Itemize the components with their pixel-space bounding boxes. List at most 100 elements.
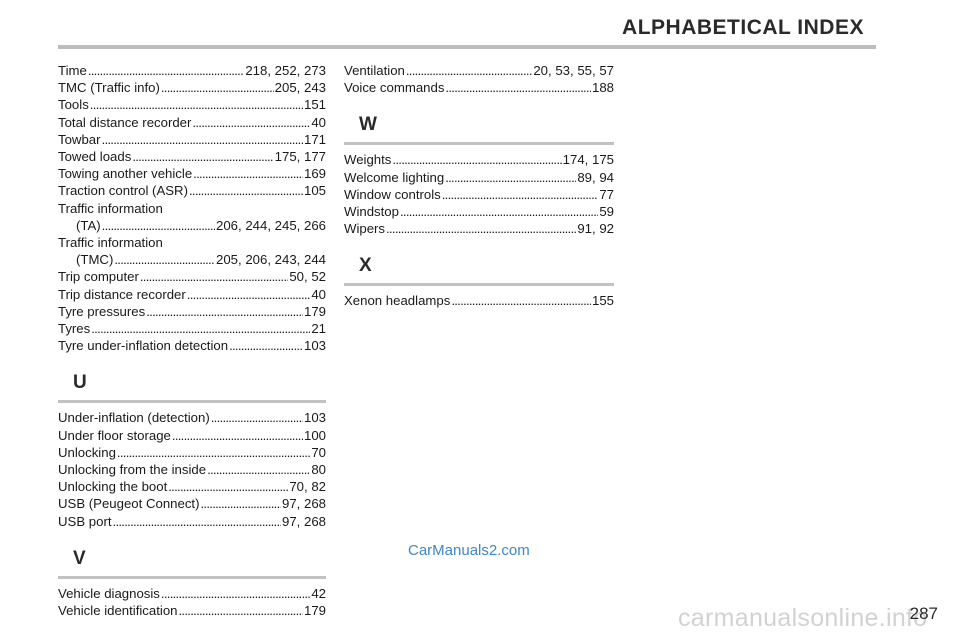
entry-pages: 179: [303, 303, 326, 319]
entry-term: Tyres: [58, 321, 91, 337]
entry-term: Voice commands: [344, 80, 445, 96]
entry-term: Traffic information: [58, 235, 163, 251]
right-column: Ventilation 20, 53, 55, 57 Voice commands…: [344, 62, 614, 310]
leader-dots: [189, 182, 303, 199]
index-entry: Welcome lighting 89, 94: [344, 169, 614, 186]
entry-pages: 77: [599, 186, 614, 202]
entry-pages: 40: [311, 114, 326, 130]
entry-term: TMC (Traffic info): [58, 80, 160, 96]
entry-term: Unlocking: [58, 444, 116, 460]
entry-pages: 50, 52: [289, 269, 326, 285]
index-entry: Ventilation 20, 53, 55, 57: [344, 62, 614, 79]
section-divider: [58, 400, 326, 404]
index-entry: Xenon headlamps 155: [344, 292, 614, 309]
entry-pages: 70: [311, 444, 326, 460]
entry-pages: 21: [311, 321, 326, 337]
leader-dots: [386, 220, 576, 237]
entry-subterm: (TMC): [76, 252, 114, 268]
leader-dots: [102, 131, 303, 148]
leader-dots: [146, 303, 303, 320]
leader-dots: [161, 79, 274, 96]
entry-pages: 206, 244, 245, 266: [216, 217, 326, 233]
entry-term: Traction control (ASR): [58, 183, 188, 199]
index-entry: Under-inflation (detection) 103: [58, 409, 326, 426]
entry-term: Tyre under-inflation detection: [58, 338, 229, 354]
index-entry-traffic-ta: Traffic information (TA) 206, 244, 245, 2…: [58, 200, 326, 234]
section-divider: [344, 142, 614, 146]
leader-dots: [211, 409, 303, 426]
entry-term: Weights: [344, 152, 392, 168]
entry-term: Vehicle diagnosis: [58, 585, 160, 601]
entry-term: Traffic information: [58, 200, 163, 216]
leader-dots: [200, 495, 281, 512]
index-entry: Tyre under-inflation detection 103: [58, 337, 326, 354]
page-number: 287: [909, 604, 938, 623]
leader-dots: [113, 513, 281, 530]
entry-pages: 205, 206, 243, 244: [216, 252, 326, 268]
index-entry: Time 218, 252, 273: [58, 62, 326, 79]
entry-pages: 105: [303, 183, 326, 199]
index-entry: USB port 97, 268: [58, 513, 326, 530]
index-group-v: Vehicle diagnosis 42 Vehicle identificati…: [58, 585, 326, 619]
leader-dots: [90, 96, 303, 113]
index-entry: Trip distance recorder 40: [58, 286, 326, 303]
entry-subterm: (TA): [76, 217, 101, 233]
section-divider: [58, 575, 326, 579]
index-entry: Voice commands 188: [344, 79, 614, 96]
index-entry: Window controls 77: [344, 186, 614, 203]
index-entry: Vehicle diagnosis 42: [58, 585, 326, 602]
leader-dots: [406, 62, 532, 79]
entry-term: Total distance recorder: [58, 114, 192, 130]
section-letter: X: [359, 255, 372, 277]
entry-pages: 70, 82: [289, 479, 326, 495]
index-entry: USB (Peugeot Connect) 97, 268: [58, 495, 326, 512]
entry-term: Welcome lighting: [344, 169, 445, 185]
leader-dots: [91, 320, 310, 337]
section-header-x: X: [344, 255, 614, 287]
section-letter: U: [73, 372, 87, 394]
index-entry: Towed loads 175, 177: [58, 148, 326, 165]
entry-pages: 218, 252, 273: [245, 63, 326, 78]
entry-pages: 151: [303, 97, 326, 113]
entry-pages: 59: [599, 204, 614, 220]
entry-pages: 40: [311, 286, 326, 302]
entry-term: Unlocking from the inside: [58, 462, 207, 478]
entry-pages: 188: [591, 80, 614, 96]
index-entry: Unlocking the boot 70, 82: [58, 478, 326, 495]
section-header-v: V: [58, 548, 326, 579]
index-entry: TMC (Traffic info) 205, 243: [58, 79, 326, 96]
entry-pages: 155: [591, 293, 614, 309]
entry-term: Trip distance recorder: [58, 286, 186, 302]
entry-pages: 89, 94: [577, 169, 614, 185]
entry-term: Tyre pressures: [58, 303, 146, 319]
index-subentry: (TMC) 205, 206, 243, 244: [58, 251, 326, 268]
leader-dots: [192, 114, 310, 131]
entry-term: Under-inflation (detection): [58, 410, 210, 426]
index-group-v-continued: Ventilation 20, 53, 55, 57 Voice commands…: [344, 62, 614, 96]
watermark-carmanuals2: CarManuals2.com: [408, 542, 530, 559]
entry-pages: 174, 175: [562, 152, 614, 168]
index-entry: Weights 174, 175: [344, 151, 614, 168]
leader-dots: [229, 337, 303, 354]
entry-pages: 42: [311, 585, 326, 601]
page-title: ALPHABETICAL INDEX: [622, 16, 864, 39]
index-entry: Towbar 171: [58, 131, 326, 148]
entry-term: Tools: [58, 97, 89, 113]
entry-term: Ventilation: [344, 63, 405, 78]
entry-pages: 103: [303, 410, 326, 426]
entry-pages: 97, 268: [282, 496, 326, 512]
leader-dots: [140, 268, 288, 285]
index-entry: Unlocking 70: [58, 444, 326, 461]
leader-dots: [117, 444, 310, 461]
entry-pages: 205, 243: [274, 80, 326, 96]
entry-pages: 97, 268: [282, 513, 326, 529]
entry-term: Under floor storage: [58, 427, 171, 443]
section-letter: W: [359, 114, 377, 136]
section-header-u: U: [58, 372, 326, 404]
index-entry: Tyres 21: [58, 320, 326, 337]
entry-term: Vehicle identification: [58, 603, 178, 619]
leader-dots: [392, 151, 561, 168]
entry-term: Towbar: [58, 131, 101, 147]
leader-dots: [102, 217, 215, 234]
entry-pages: 91, 92: [577, 221, 614, 237]
